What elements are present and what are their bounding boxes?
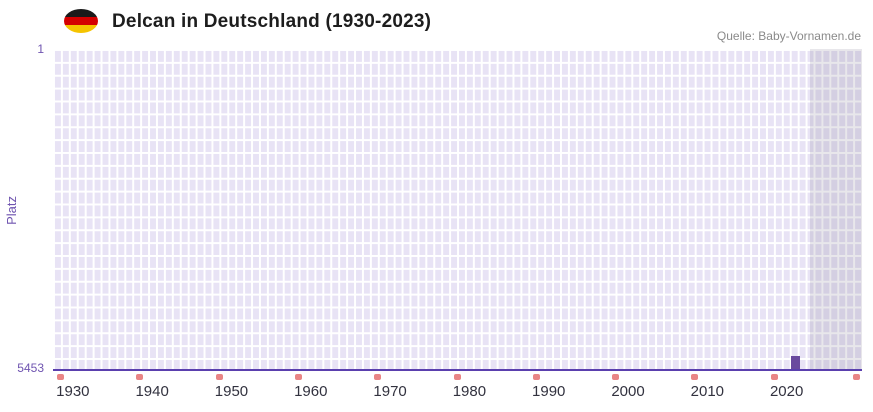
decade-marker [56,374,64,380]
decade-marker [612,374,620,380]
decade-marker [691,374,699,380]
rank-bar[interactable] [790,356,800,369]
decade-marker [215,374,223,380]
x-axis-tick-labels: 1930 1940 1950 1960 1970 1980 1990 2000 2010 2020 [53,383,862,403]
decade-marker [770,374,778,380]
axis-markers [53,374,862,382]
decade-marker [136,374,144,380]
chart-title: Delcan in Deutschland (1930-2023) [112,11,432,32]
x-tick-label: 2000 [611,383,645,400]
axis-end-marker [853,374,860,380]
x-tick-label: 1940 [135,383,169,400]
x-tick-label: 1970 [373,383,407,400]
decade-marker [374,374,382,380]
x-tick-label: 1930 [56,383,90,400]
germany-flag-icon [64,9,98,33]
y-axis-min-label: 5453 [17,361,44,375]
x-axis-line [53,369,862,371]
decade-marker [453,374,461,380]
y-axis-title-wrap: Platz [4,49,19,371]
y-axis-max-label: 1 [37,42,44,56]
decade-marker [532,374,540,380]
x-tick-label: 1960 [294,383,328,400]
x-tick-label: 1980 [452,383,487,400]
shaded-region [810,49,862,371]
y-axis-title: Platz [4,195,19,225]
x-tick-label: 2020 [769,383,804,400]
x-tick-label: 2010 [690,383,725,400]
x-tick-label: 1990 [532,383,566,400]
source-attribution: Quelle: Baby-Vornamen.de [716,29,861,43]
plot-area[interactable] [53,49,862,380]
decade-marker [294,374,302,380]
x-tick-label: 1950 [214,383,249,400]
